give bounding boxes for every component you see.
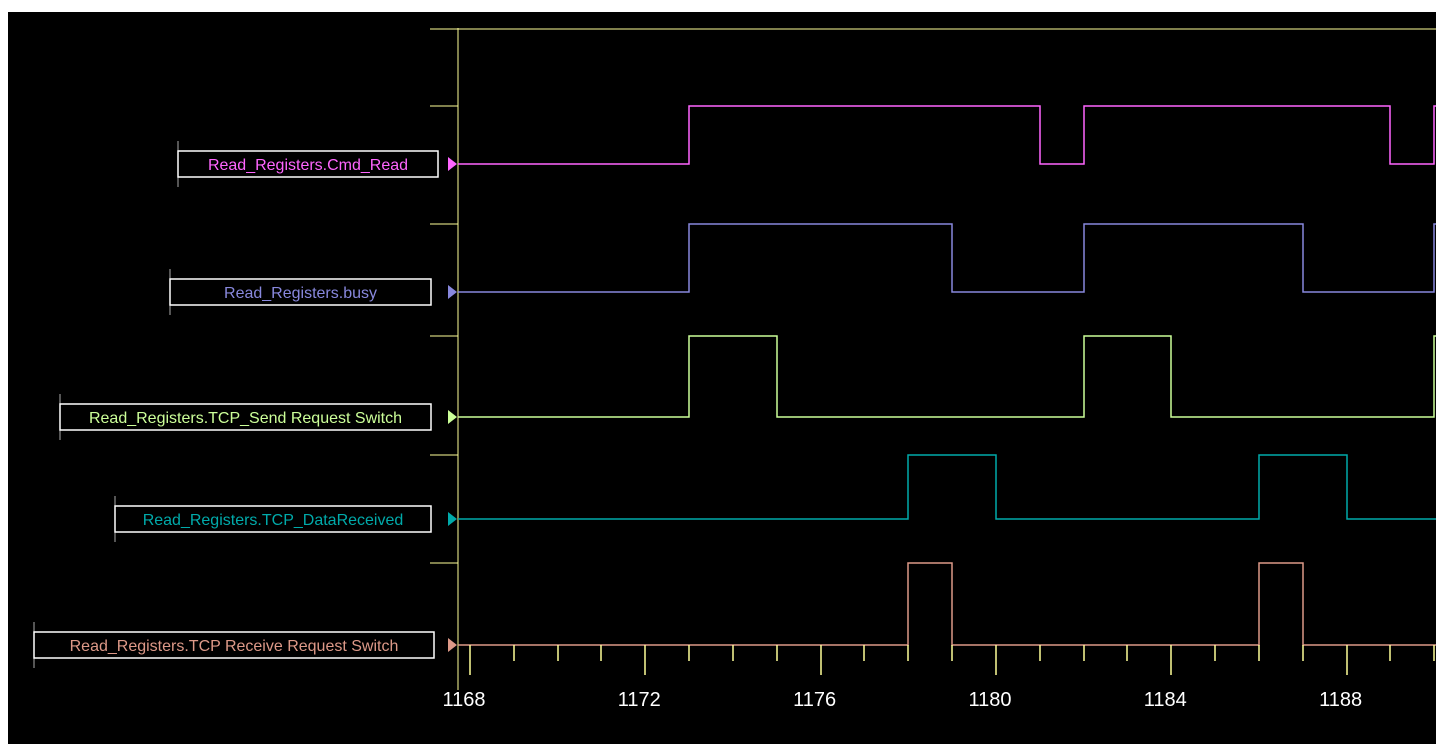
signal-name: Read_Registers.TCP Receive Request Switc… (70, 638, 399, 655)
x-tick-label: 1172 (618, 689, 661, 711)
signal-arrow-icon (448, 512, 457, 526)
label-box (33, 631, 435, 659)
left-border (0, 0, 8, 744)
x-tick-label: 1188 (1319, 689, 1362, 711)
signal-label-4[interactable]: Read_Registers.TCP_DataReceived (114, 496, 457, 542)
signal-arrow-icon (448, 410, 457, 424)
signal-arrow-icon (448, 285, 457, 299)
signal-arrow-icon (448, 638, 457, 652)
label-box (169, 278, 432, 306)
signal-arrow-icon (448, 157, 457, 171)
signal-trace-4 (458, 454, 1436, 520)
signal-label-5[interactable]: Read_Registers.TCP Receive Request Switc… (33, 622, 457, 668)
label-box (177, 150, 439, 178)
top-border (0, 0, 1436, 12)
signal-label-1[interactable]: Read_Registers.Cmd_Read (177, 141, 457, 187)
signal-trace-1 (458, 105, 1436, 165)
x-tick-label: 1168 (442, 689, 485, 711)
signal-label-2[interactable]: Read_Registers.busy (169, 269, 457, 315)
signal-name: Read_Registers.TCP_Send Request Switch (89, 410, 402, 427)
tick-layer: 1168 1172 1176 1180 1184 1188 (442, 645, 1435, 711)
signal-name: Read_Registers.TCP_DataReceived (143, 512, 404, 529)
signal-layer (458, 105, 1436, 646)
signal-trace-3 (458, 335, 1436, 418)
label-box (114, 505, 432, 533)
x-tick-label: 1180 (968, 689, 1011, 711)
signal-name: Read_Registers.Cmd_Read (208, 157, 408, 174)
signal-name: Read_Registers.busy (224, 285, 377, 302)
x-tick-label: 1184 (1144, 689, 1187, 711)
x-tick-label: 1176 (793, 689, 836, 711)
label-box (59, 403, 432, 431)
axis-layer (430, 28, 1436, 690)
label-layer: Read_Registers.Cmd_Read Read_Registers.bu… (33, 141, 457, 668)
signal-trace-5 (458, 562, 1436, 646)
signal-label-3[interactable]: Read_Registers.TCP_Send Request Switch (59, 394, 457, 440)
signal-trace-2 (458, 223, 1436, 293)
